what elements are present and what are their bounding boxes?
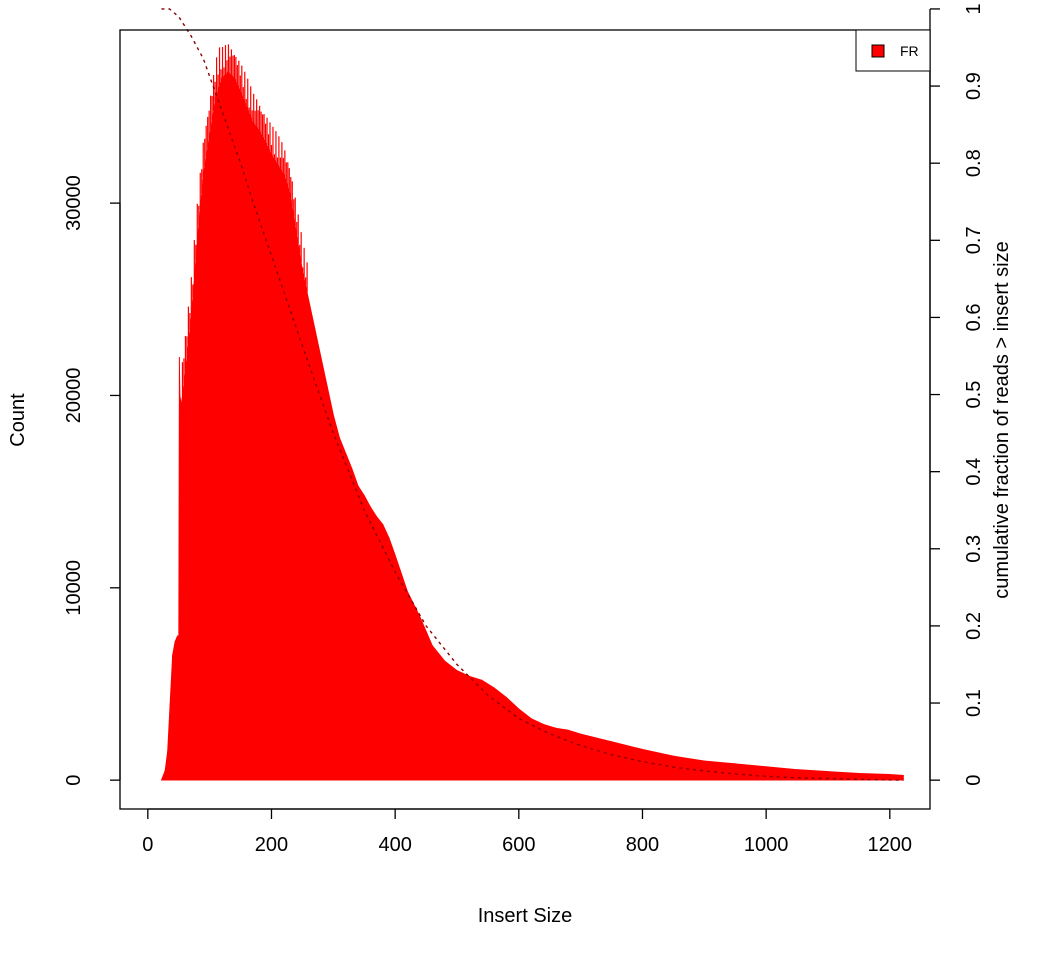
y-axis: 0 10000 20000 30000 [63, 175, 121, 786]
histogram-bin [332, 414, 340, 781]
legend-label-fr: FR [900, 43, 919, 59]
y2-tick-label: 0.8 [963, 149, 985, 177]
y2-tick-label: 0.1 [963, 689, 985, 717]
x-tick-label: 0 [142, 834, 153, 856]
histogram-bin [160, 770, 166, 781]
y2-tick-label: 0.6 [963, 304, 985, 332]
histogram-bin [388, 537, 396, 781]
histogram-bin [277, 163, 285, 781]
histogram-series-fr [160, 71, 904, 781]
y-tick-label: 30000 [63, 175, 85, 231]
histogram-bin [506, 696, 520, 781]
histogram-spikes [181, 44, 308, 396]
x-axis-title: Insert Size [478, 905, 572, 927]
histogram-bin [555, 727, 569, 781]
x-tick-label: 800 [626, 834, 659, 856]
x-tick-label: 200 [255, 834, 288, 856]
histogram-bin [456, 669, 470, 781]
histogram-bin [580, 733, 612, 781]
legend-box [855, 29, 931, 72]
histogram-bin [530, 717, 544, 781]
y-axis-title: Count [7, 393, 29, 447]
histogram-bin [567, 729, 582, 781]
x-tick-label: 400 [378, 834, 411, 856]
histogram-bin [889, 773, 904, 781]
histogram-bin [703, 760, 736, 781]
y-tick-label: 10000 [63, 560, 85, 616]
histogram-bin [252, 121, 260, 781]
y2-tick-label: 0.3 [963, 535, 985, 563]
histogram-bin [419, 616, 433, 781]
x-axis: 0 200 400 600 800 1000 1200 [142, 808, 913, 856]
y2-tick-label: 1 [963, 3, 985, 14]
histogram-bin [734, 763, 767, 781]
histogram-bin [394, 554, 408, 781]
histogram-bin [283, 174, 291, 781]
histogram-bin [326, 385, 334, 781]
histogram-bin [180, 376, 186, 781]
histogram-bin [240, 91, 248, 781]
histogram-bin [351, 468, 359, 781]
histogram-bin [209, 97, 217, 781]
histogram-bin [345, 453, 353, 781]
x-tick-label: 1200 [868, 834, 913, 856]
histogram-bin [233, 77, 241, 781]
x-tick-label: 600 [502, 834, 535, 856]
plot-area [160, 8, 904, 781]
histogram-bin [382, 524, 390, 781]
histogram-bin [468, 675, 483, 781]
histogram-bin [363, 495, 371, 781]
histogram-bin [431, 644, 446, 781]
histogram-bin [493, 687, 507, 781]
y2-axis: 0 0.1 0.2 0.3 0.4 0.5 0.6 0.7 0.8 0.9 1 [929, 3, 985, 786]
cumulative-fraction-line [161, 8, 904, 781]
histogram-bin [203, 135, 211, 781]
histogram-bin [264, 141, 272, 781]
histogram-bin [215, 77, 223, 781]
y2-tick-label: 0.9 [963, 72, 985, 100]
histogram-bin [289, 193, 297, 781]
legend-swatch-fr [871, 44, 885, 58]
histogram-bin [339, 437, 347, 781]
histogram-bin [314, 328, 322, 781]
histogram-bin [227, 71, 235, 781]
histogram-bin [642, 748, 674, 781]
histogram-bin [370, 505, 378, 781]
histogram-bin [673, 755, 705, 781]
histogram-bin [246, 106, 254, 781]
legend: FR [855, 29, 931, 72]
y2-tick-label: 0.5 [963, 381, 985, 409]
histogram-bin [543, 723, 557, 781]
histogram-bin [190, 241, 198, 781]
y2-axis-title: cumulative fraction of reads > insert si… [991, 241, 1013, 598]
histogram-bin [184, 318, 192, 781]
x-tick-label: 1000 [744, 834, 789, 856]
y2-tick-label: 0.2 [963, 612, 985, 640]
histogram-bin [357, 484, 365, 781]
y-tick-label: 0 [63, 775, 85, 786]
histogram-bin [221, 71, 229, 781]
histogram-bin [271, 153, 279, 781]
histogram-bin [444, 660, 458, 781]
histogram-bin [196, 174, 204, 781]
y2-tick-label: 0 [963, 775, 985, 786]
y-tick-label: 20000 [63, 368, 85, 424]
histogram-bin [376, 515, 384, 781]
y2-tick-label: 0.4 [963, 458, 985, 486]
y2-tick-label: 0.7 [963, 226, 985, 254]
histogram-bin [320, 356, 328, 781]
histogram-bin [295, 231, 303, 781]
histogram-bin [407, 591, 421, 781]
